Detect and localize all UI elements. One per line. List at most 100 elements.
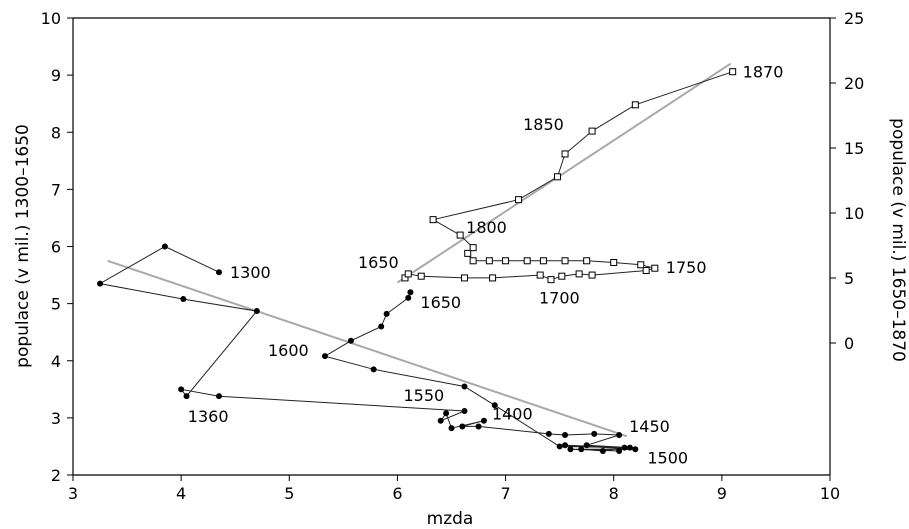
- x-tick-label: 8: [609, 484, 619, 503]
- data-point: [588, 271, 596, 279]
- data-point: [180, 296, 187, 303]
- data-point: [215, 393, 222, 400]
- data-point: [621, 444, 628, 451]
- data-point: [383, 310, 390, 317]
- left-y-tick-label: 8: [51, 123, 61, 142]
- data-point: [464, 249, 472, 257]
- data-point: [475, 423, 482, 430]
- right-y-axis-title: populace (v mil.) 1650–1870: [888, 118, 908, 362]
- data-point: [417, 272, 425, 280]
- data-point: [578, 446, 585, 453]
- series-line: [98, 245, 636, 452]
- data-point: [183, 393, 190, 400]
- right-y-tick-label: 0: [844, 334, 854, 353]
- left-y-tick-label: 7: [51, 180, 61, 199]
- data-point: [561, 257, 569, 265]
- data-point: [651, 264, 659, 272]
- data-point: [616, 432, 623, 439]
- data-point: [448, 425, 455, 432]
- trend-line: [396, 62, 732, 284]
- data-point: [461, 383, 468, 390]
- point-label: 1650: [358, 253, 399, 272]
- data-point: [502, 257, 510, 265]
- point-label: 1500: [647, 448, 688, 467]
- data-point: [429, 216, 437, 224]
- left-y-tick-label: 9: [51, 66, 61, 85]
- point-label: 1300: [230, 263, 271, 282]
- data-point: [485, 257, 493, 265]
- data-point: [405, 294, 412, 301]
- data-point: [642, 266, 650, 274]
- data-point: [347, 337, 354, 344]
- data-point: [515, 196, 523, 204]
- point-label: 1400: [492, 405, 533, 424]
- left-y-tick-label: 3: [51, 409, 61, 428]
- data-point: [553, 173, 561, 181]
- data-point: [562, 442, 569, 449]
- left-y-tick-label: 4: [51, 352, 61, 371]
- x-axis-title: mzda: [427, 509, 474, 529]
- data-point: [437, 417, 444, 424]
- left-y-tick-label: 2: [51, 466, 61, 485]
- point-label: 1700: [539, 289, 580, 308]
- right-y-tick-label: 25: [844, 9, 864, 28]
- data-point: [461, 408, 468, 415]
- trend-line: [107, 259, 628, 438]
- data-point: [456, 231, 464, 239]
- data-point: [729, 68, 737, 76]
- right-y-tick-label: 5: [844, 269, 854, 288]
- data-point: [626, 444, 633, 451]
- data-point: [599, 448, 606, 455]
- data-point: [637, 261, 645, 269]
- data-point: [567, 446, 574, 453]
- x-tick-label: 3: [68, 484, 78, 503]
- data-point: [321, 353, 328, 360]
- x-tick-label: 4: [176, 484, 186, 503]
- data-point: [631, 101, 639, 109]
- left-y-axis-title: populace (v mil.) 1300–1650: [13, 124, 33, 368]
- point-label: 1360: [188, 407, 229, 426]
- left-y-tick-label: 10: [41, 9, 61, 28]
- data-point: [523, 257, 531, 265]
- data-point: [588, 127, 596, 135]
- right-y-tick-label: 20: [844, 74, 864, 93]
- data-point: [469, 257, 477, 265]
- data-point: [459, 423, 466, 430]
- x-tick-label: 9: [717, 484, 727, 503]
- right-y-tick-label: 15: [844, 139, 864, 158]
- data-point: [460, 274, 468, 282]
- left-y-tick-label: 6: [51, 238, 61, 257]
- x-tick-label: 5: [284, 484, 294, 503]
- left-y-tick-label: 5: [51, 295, 61, 314]
- data-point: [370, 366, 377, 373]
- data-point: [539, 257, 547, 265]
- point-label: 1450: [629, 417, 670, 436]
- point-label: 1550: [403, 386, 444, 405]
- point-label: 1600: [268, 341, 309, 360]
- data-point: [215, 269, 222, 276]
- x-tick-label: 7: [500, 484, 510, 503]
- data-point: [561, 150, 569, 158]
- data-point: [616, 448, 623, 455]
- data-point: [547, 276, 555, 284]
- data-point: [407, 289, 414, 296]
- data-point: [632, 446, 639, 453]
- data-point: [404, 270, 412, 278]
- x-tick-label: 6: [392, 484, 402, 503]
- data-point: [610, 258, 618, 266]
- point-label: 1750: [666, 258, 707, 277]
- data-point: [545, 430, 552, 437]
- data-point: [591, 430, 598, 437]
- data-point: [583, 257, 591, 265]
- markers: [97, 68, 737, 455]
- data-point: [469, 244, 477, 252]
- x-tick-label: 10: [820, 484, 840, 503]
- data-point: [575, 270, 583, 278]
- data-point: [491, 402, 498, 409]
- point-label: 1870: [743, 63, 784, 82]
- data-point: [378, 323, 385, 330]
- series-line: [404, 71, 733, 281]
- data-point: [583, 442, 590, 449]
